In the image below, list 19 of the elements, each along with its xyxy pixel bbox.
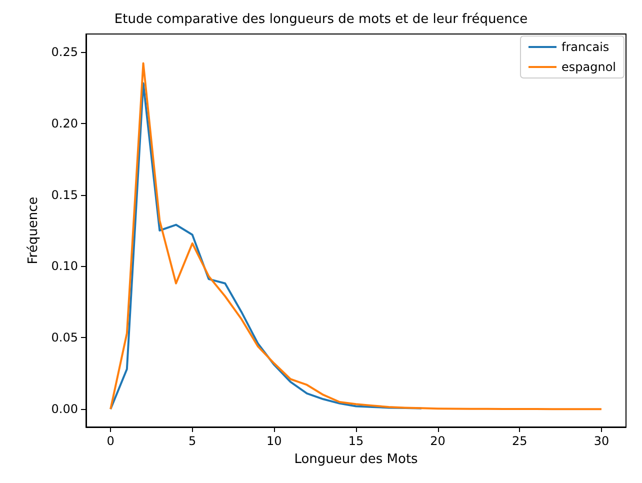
x-tick-label: 10 — [266, 434, 282, 448]
x-tick-label: 25 — [512, 434, 528, 448]
x-tick-label: 5 — [188, 434, 196, 448]
y-tick-label: 0.05 — [51, 330, 78, 345]
y-axis-title: Fréquence — [26, 196, 41, 264]
x-axis-title: Longueur des Mots — [294, 452, 418, 467]
x-tick-label: 15 — [348, 434, 364, 448]
legend-label: espagnol — [561, 60, 616, 74]
line-series — [110, 82, 422, 410]
chart-title: Etude comparative des longueurs de mots et de leur fréquence — [114, 12, 528, 27]
x-tick-label: 20 — [430, 434, 446, 448]
x-tick-label: 0 — [106, 434, 114, 448]
x-tick-label: 30 — [594, 434, 610, 448]
y-tick-label: 0.10 — [51, 259, 78, 274]
y-tick-label: 0.25 — [51, 44, 78, 59]
legend-label: francais — [561, 40, 610, 54]
y-tick-label: 0.20 — [51, 116, 78, 130]
y-tick-label: 0.00 — [51, 402, 78, 416]
y-tick-label: 0.15 — [51, 188, 78, 202]
